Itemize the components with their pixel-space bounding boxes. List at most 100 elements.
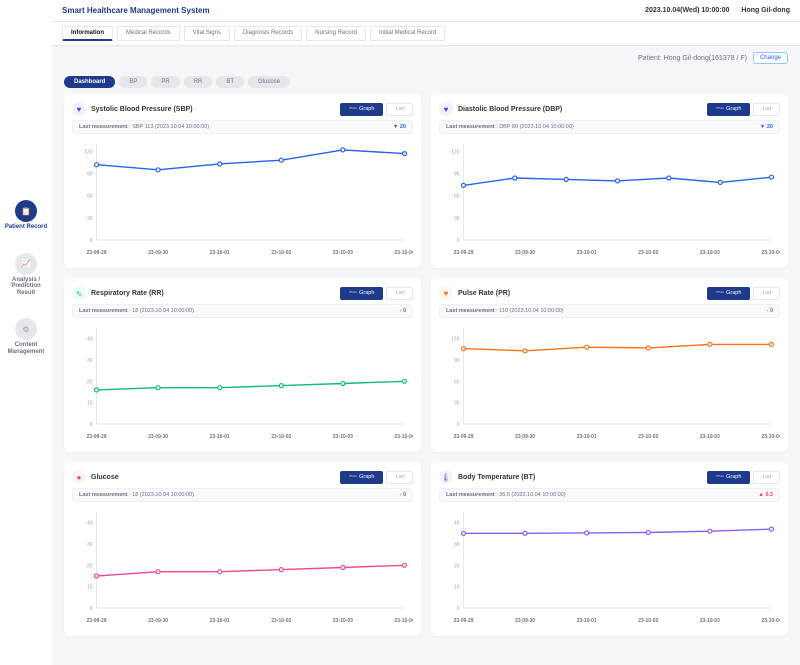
glucose-chart: 010203040 23-09-2923-09-3023-10-0123-10-… <box>72 506 413 626</box>
svg-text:23-10-04: 23-10-04 <box>394 250 413 256</box>
sidebar-label: Analysis / Prediction Result <box>2 277 50 297</box>
pill-rr[interactable]: RR <box>184 76 213 88</box>
svg-text:23-09-29: 23-09-29 <box>86 434 106 440</box>
app-title: Smart Healthcare Management System <box>62 6 210 15</box>
pill-pr[interactable]: PR <box>151 76 179 88</box>
svg-text:60: 60 <box>454 194 460 200</box>
svg-text:23-10-03: 23-10-03 <box>700 434 720 440</box>
pill-glucose[interactable]: Glucose <box>248 76 290 88</box>
tab-nursing-record[interactable]: Nursing Record <box>306 26 366 41</box>
svg-text:20: 20 <box>87 563 93 569</box>
tab-diagnosis-records[interactable]: Diagnosis Records <box>234 26 302 41</box>
glucose-delta: - 0 <box>400 492 406 498</box>
glucose-list-button[interactable]: List <box>386 471 413 484</box>
card-pr: ♥ Pulse Rate (PR) ⬳ Graph List Last meas… <box>431 278 788 452</box>
card-glucose: ● Glucose ⬳ Graph List Last measurement … <box>64 462 421 636</box>
dbp-list-button[interactable]: List <box>753 103 780 116</box>
rr-title: Respiratory Rate (RR) <box>91 290 164 297</box>
svg-text:40: 40 <box>454 521 460 527</box>
pr-delta: - 0 <box>767 308 773 314</box>
svg-text:23-10-01: 23-10-01 <box>577 434 597 440</box>
svg-text:23-10-01: 23-10-01 <box>577 618 597 624</box>
glucose-graph-button[interactable]: ⬳ Graph <box>340 471 383 484</box>
pill-dashboard[interactable]: Dashboard <box>64 76 115 88</box>
svg-text:10: 10 <box>87 401 93 407</box>
svg-text:23-09-29: 23-09-29 <box>453 250 473 256</box>
sbp-icon: ♥ <box>72 102 86 116</box>
chart-icon: ⬳ <box>716 290 724 297</box>
svg-text:0: 0 <box>90 238 93 244</box>
sidebar-icon: 📋 <box>15 200 37 222</box>
rr-list-button[interactable]: List <box>386 287 413 300</box>
svg-text:23-10-01: 23-10-01 <box>577 250 597 256</box>
bt-last-measurement: Last measurement : 36.6 (2023.10.04 10:0… <box>446 492 566 498</box>
dbp-icon: ♥ <box>439 102 453 116</box>
top-bar: Smart Healthcare Management System 2023.… <box>52 0 800 22</box>
bt-list-button[interactable]: List <box>753 471 780 484</box>
svg-text:10: 10 <box>87 585 93 591</box>
chart-icon: ⬳ <box>716 474 724 481</box>
svg-text:23-09-30: 23-09-30 <box>148 618 168 624</box>
tab-vital-signs[interactable]: Vital Signs <box>184 26 230 41</box>
svg-text:23-10-03: 23-10-03 <box>700 250 720 256</box>
sbp-graph-button[interactable]: ⬳ Graph <box>340 103 383 116</box>
svg-text:23-09-29: 23-09-29 <box>86 250 106 256</box>
svg-text:90: 90 <box>87 172 93 178</box>
svg-text:30: 30 <box>454 542 460 548</box>
rr-chart: 010203040 23-09-2923-09-3023-10-0123-10-… <box>72 322 413 442</box>
pill-bp[interactable]: BP <box>119 76 147 88</box>
dbp-last-measurement: Last measurement : DBP 80 (2023.10.04 10… <box>446 124 574 130</box>
svg-text:23-10-02: 23-10-02 <box>638 250 658 256</box>
glucose-icon: ● <box>72 470 86 484</box>
svg-text:23-10-01: 23-10-01 <box>210 250 230 256</box>
svg-text:20: 20 <box>87 379 93 385</box>
pr-list-button[interactable]: List <box>753 287 780 300</box>
svg-text:30: 30 <box>87 542 93 548</box>
dbp-chart: 0306090120 23-09-2923-09-3023-10-0123-10… <box>439 138 780 258</box>
svg-text:23-09-29: 23-09-29 <box>453 434 473 440</box>
svg-text:23-10-02: 23-10-02 <box>271 434 291 440</box>
bt-graph-button[interactable]: ⬳ Graph <box>707 471 750 484</box>
svg-text:0: 0 <box>457 422 460 428</box>
sidebar-item-1[interactable]: 📈 Analysis / Prediction Result <box>2 253 50 297</box>
card-dbp: ♥ Diastolic Blood Pressure (DBP) ⬳ Graph… <box>431 94 788 268</box>
tab-medical-records[interactable]: Medical Records <box>117 26 180 41</box>
svg-text:60: 60 <box>87 194 93 200</box>
svg-text:23-10-04: 23-10-04 <box>761 434 780 440</box>
sbp-delta: ▼ 20 <box>393 124 406 130</box>
svg-text:0: 0 <box>457 606 460 612</box>
pr-graph-button[interactable]: ⬳ Graph <box>707 287 750 300</box>
card-sbp: ♥ Systolic Blood Pressure (SBP) ⬳ Graph … <box>64 94 421 268</box>
svg-text:23-09-30: 23-09-30 <box>515 618 535 624</box>
dbp-title: Diastolic Blood Pressure (DBP) <box>458 106 562 113</box>
svg-text:23-10-02: 23-10-02 <box>638 618 658 624</box>
sidebar-item-2[interactable]: ⚙ Content Management <box>2 318 50 355</box>
svg-text:120: 120 <box>451 149 460 155</box>
svg-text:30: 30 <box>87 358 93 364</box>
svg-text:23-10-02: 23-10-02 <box>271 250 291 256</box>
svg-text:90: 90 <box>454 358 460 364</box>
chart-icon: ⬳ <box>349 106 357 113</box>
rr-graph-button[interactable]: ⬳ Graph <box>340 287 383 300</box>
bt-chart: 010203040 23-09-2923-09-3023-10-0123-10-… <box>439 506 780 626</box>
chart-icon: ⬳ <box>349 474 357 481</box>
svg-text:90: 90 <box>454 172 460 178</box>
change-patient-button[interactable]: Change <box>753 52 788 64</box>
bt-delta: ▲ 0.3 <box>758 492 773 498</box>
sidebar-item-0[interactable]: 📋 Patient Record <box>2 200 50 231</box>
sbp-list-button[interactable]: List <box>386 103 413 116</box>
dbp-graph-button[interactable]: ⬳ Graph <box>707 103 750 116</box>
svg-text:23-10-02: 23-10-02 <box>271 618 291 624</box>
sidebar-icon: 📈 <box>15 253 37 275</box>
tab-initial-medical-record[interactable]: Initial Medical Record <box>370 26 445 41</box>
svg-text:0: 0 <box>90 606 93 612</box>
svg-text:23-10-04: 23-10-04 <box>761 250 780 256</box>
sidebar-label: Patient Record <box>5 224 47 231</box>
tab-information[interactable]: Information <box>62 26 113 42</box>
sidebar-label: Content Management <box>2 342 50 355</box>
pr-chart: 0306090120 23-09-2923-09-3023-10-0123-10… <box>439 322 780 442</box>
svg-text:120: 120 <box>451 337 460 343</box>
glucose-title: Glucose <box>91 474 119 481</box>
pill-bt[interactable]: BT <box>216 76 244 88</box>
svg-text:23-10-01: 23-10-01 <box>210 618 230 624</box>
